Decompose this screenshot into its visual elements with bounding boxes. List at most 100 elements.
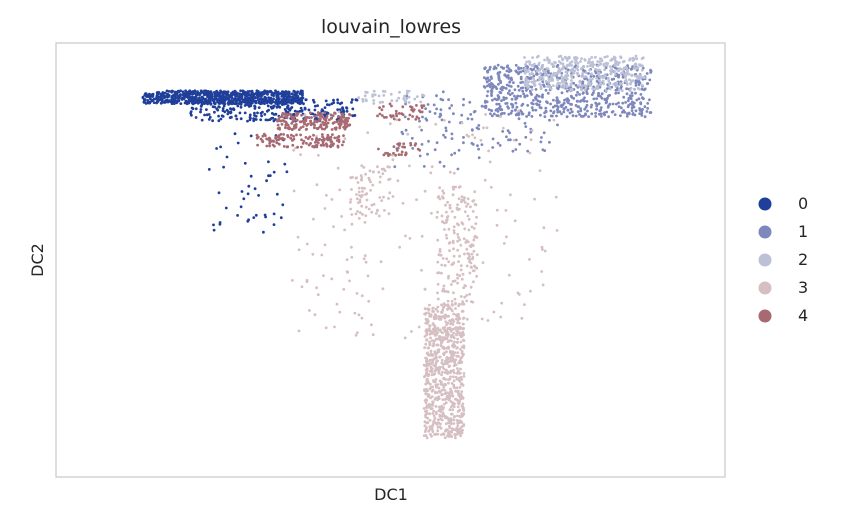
data-point [428,412,432,416]
data-point [576,68,580,72]
data-point [569,107,573,111]
data-point [156,91,159,94]
data-point [331,133,334,137]
data-point [601,76,605,80]
data-point [543,149,547,153]
data-point [465,264,469,268]
data-point [330,117,333,120]
data-point [592,91,595,95]
data-point [426,416,430,420]
data-point [641,64,644,68]
data-point [456,340,459,344]
data-point [477,124,481,127]
data-point [486,319,490,322]
data-point [559,54,563,58]
data-point [386,152,390,155]
data-point [354,333,358,337]
data-point [173,90,177,94]
data-point [578,93,581,96]
data-point [641,66,645,70]
data-point [411,109,415,113]
data-point [514,138,518,142]
data-point [448,327,452,331]
data-point [436,421,440,425]
data-point [458,359,462,362]
data-point [502,111,506,115]
data-point [281,203,285,207]
data-point [468,292,472,296]
data-point [155,101,159,105]
data-point [252,117,256,120]
data-point [288,126,291,129]
data-point [456,239,459,243]
data-point [404,100,408,104]
data-point [316,127,320,131]
data-point [449,400,453,403]
data-point [418,125,422,129]
data-point [424,107,427,110]
data-point [152,101,156,104]
data-point [380,108,384,112]
data-point [462,237,466,241]
data-point [609,65,612,69]
data-point [622,95,626,99]
data-point [445,394,449,398]
data-point [339,118,342,122]
data-point [425,333,429,337]
data-point [451,185,455,189]
data-point [195,100,198,104]
data-point [502,66,506,70]
data-point [142,98,146,102]
data-point [253,114,256,117]
data-point [460,351,464,355]
data-point [324,123,328,127]
data-point [222,165,226,169]
data-point [423,375,426,379]
data-point [577,84,581,87]
data-point [276,123,280,127]
data-point [199,98,203,102]
data-point [530,128,534,132]
data-point [578,113,581,116]
data-point [497,74,501,78]
data-point [457,303,461,307]
data-point [529,138,533,142]
data-point [466,202,470,206]
data-point [507,106,510,110]
data-point [315,286,318,290]
data-point [448,408,452,412]
data-point [580,88,583,92]
data-point [318,114,322,118]
data-point [541,93,544,97]
data-point [548,140,551,144]
data-point [642,88,646,92]
data-point [544,106,548,110]
data-point [534,95,538,99]
data-point [530,72,534,75]
data-point [438,355,441,359]
data-point [440,118,444,122]
data-point [453,340,456,344]
data-point [336,98,339,102]
data-point [456,419,460,423]
data-point [543,58,546,62]
data-point [403,94,406,98]
data-point [450,309,454,313]
data-point [418,119,421,123]
data-point [513,108,517,112]
data-point [552,64,555,67]
data-point [588,78,592,81]
data-point [209,102,213,106]
data-point [446,346,449,350]
legend-label-3: 3 [798,278,808,297]
data-point [497,102,501,106]
data-point [552,111,555,115]
data-point [620,89,624,92]
data-point [342,140,345,144]
data-point [640,114,644,117]
data-point [201,91,205,94]
data-point [377,94,381,98]
data-point [240,190,244,193]
data-point [637,97,641,101]
data-point [550,62,554,66]
